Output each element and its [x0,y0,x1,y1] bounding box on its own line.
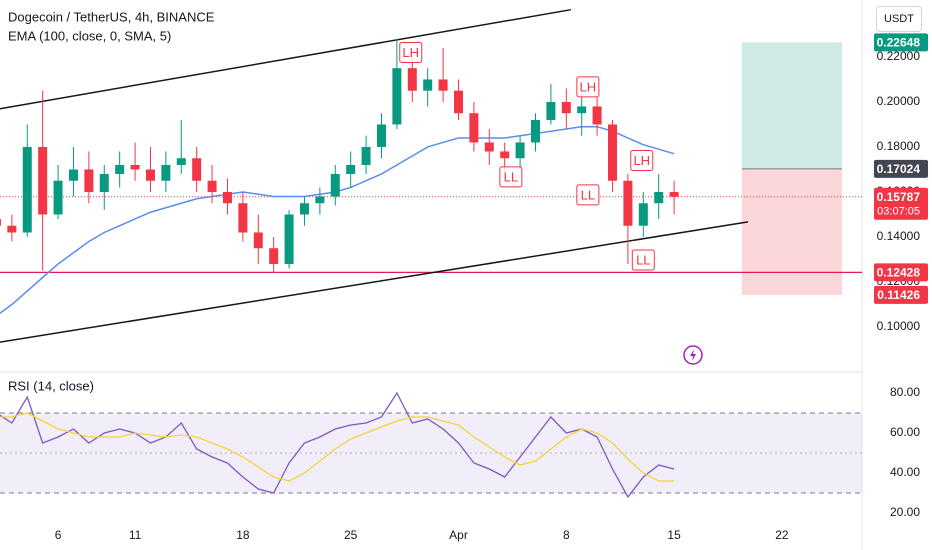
rsi-line [0,412,675,482]
candle-body [376,124,386,147]
candle-body [592,106,602,125]
rsi-tick-label: 20.00 [890,505,920,519]
candle-body [53,180,63,215]
candle-body [330,173,340,197]
candle-body [38,146,48,215]
target-label-bg [874,33,928,52]
x-tick-label: 6 [55,528,62,542]
candle-body [515,142,525,159]
rsi-tick-label: 40.00 [890,465,920,479]
countdown: 03:07:05 [877,206,920,218]
x-tick-label: Apr [449,528,468,542]
annotation-text: LH [580,79,597,94]
annotation-box [631,249,655,271]
candle-body [608,124,618,181]
currency-button[interactable]: USDT [876,6,922,32]
candle-body [638,203,648,226]
x-tick-label: 25 [344,528,358,542]
candle-body [423,79,433,91]
stop-zone [741,168,842,295]
annotation-text: LH [402,45,419,60]
candle-body [654,191,664,204]
y-tick-label: 0.18000 [877,139,921,153]
candle-body [530,119,540,143]
ema-label: EMA (100, close, 0, SMA, 5) [8,28,171,43]
x-tick-label: 8 [563,528,570,542]
candle-body [207,180,217,192]
candle-body [161,164,171,181]
candle-body [0,218,1,226]
candle-body [623,180,633,226]
last-price-label: 0.15787 [877,190,921,204]
annotation-text: LL [636,252,650,267]
candle-body [500,151,510,159]
candle-body [238,203,248,233]
candle-body [299,203,309,215]
candle-body [407,68,417,91]
entry-label-bg [874,159,928,178]
candle-body [99,173,109,192]
lightning-icon [683,345,703,365]
support-label: 0.12428 [877,266,921,280]
annotation-box [499,166,523,188]
candle-body [115,164,125,174]
y-tick-label: 0.10000 [877,319,921,333]
target-label: 0.22648 [877,36,921,50]
annotation-box [399,41,423,63]
rsi-line [0,391,675,499]
y-tick-label: 0.20000 [877,94,921,108]
annotation-text: LH [633,153,650,168]
annotation-box [576,76,600,98]
candle-body [176,158,186,165]
annotation-text: LL [581,187,595,202]
candle-body [222,191,232,204]
annotation-box [630,149,654,171]
candle-body [130,164,140,170]
candle-body [284,214,294,264]
candle-body [484,142,494,152]
candle-body [84,169,94,192]
candle-body [253,232,263,249]
candle-body [346,164,356,174]
candle-body [361,146,371,165]
candle-body [453,90,463,114]
candle-body [469,113,479,143]
last-price-bg [874,187,928,220]
y-tick-label: 0.22000 [877,49,921,63]
candle-body [269,248,279,264]
rsi-tick-label: 60.00 [890,425,920,439]
trendline [0,8,572,110]
chart-title: Dogecoin / TetherUS, 4h, BINANCE [8,9,215,24]
rsi-tick-label: 80.00 [890,385,920,399]
annotation-text: LL [504,169,518,184]
stop-label: 0.11426 [877,288,920,302]
x-tick-label: 15 [667,528,681,542]
x-tick-label: 11 [129,528,142,542]
candle-body [577,106,587,114]
candle-body [192,158,202,181]
support-label-bg [874,263,928,282]
candle-body [392,68,402,125]
candle-body [145,169,155,181]
candle-body [546,101,556,120]
y-tick-label: 0.14000 [877,229,921,243]
annotation-box [576,184,600,206]
x-tick-label: 22 [775,528,789,542]
candle-body [669,191,679,197]
candle-body [7,225,17,233]
target-zone [741,42,842,169]
candle-body [561,101,571,114]
candle-body [438,79,448,91]
candle-body [315,196,325,204]
x-tick-label: 18 [236,528,250,542]
rsi-title: RSI (14, close) [8,378,94,393]
candle-body [22,146,32,233]
entry-label: 0.17024 [877,162,921,176]
stop-label-bg [874,285,928,304]
candle-body [68,169,78,181]
trendline [0,221,749,343]
